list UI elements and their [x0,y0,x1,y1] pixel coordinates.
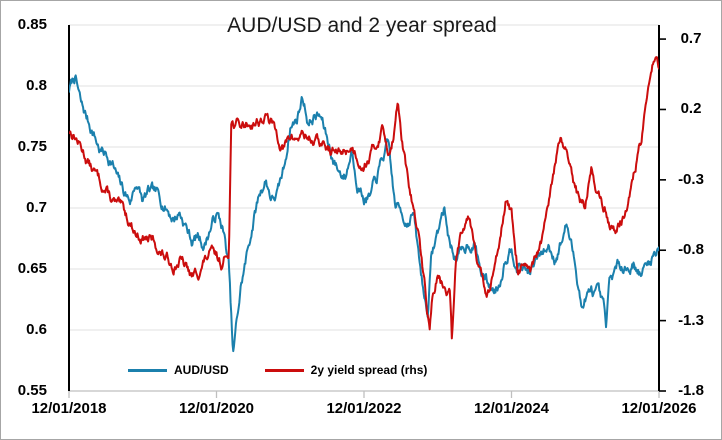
left-axis-tick-label: 0.55 [17,382,47,399]
audusd-line-series [69,74,659,353]
x-axis-tick-label: 12/01/2020 [178,400,255,417]
x-axis-tick-label: 12/01/2018 [31,400,107,417]
right-axis-tick-label: -0.3 [678,170,704,188]
legend-item-audusd: AUD/USD [128,363,229,377]
legend-item-spread: 2y yield spread (rhs) [264,363,428,377]
legend: AUD/USD 2y yield spread (rhs) [128,363,463,377]
left-axis-tick-label: 0.65 [17,260,47,277]
x-axis-tick-label: 12/01/2022 [326,400,402,417]
chart-title: AUD/USD and 2 year spread [227,14,497,37]
legend-swatch-spread [264,368,304,372]
legend-label-audusd: AUD/USD [174,363,229,377]
legend-swatch-audusd [128,368,167,372]
right-axis-tick-label: 0.2 [680,100,702,118]
left-axis-tick-label: 0.7 [26,199,47,216]
left-axis-tick-label: 0.75 [17,138,47,155]
left-axis-tick-label: 0.8 [26,77,47,94]
spread-line-series [69,56,659,340]
right-axis-tick-label: -1.3 [678,311,704,329]
left-axis-tick-label: 0.6 [26,321,47,338]
right-axis-tick-label: 0.7 [680,30,702,48]
x-axis-tick-label: 12/01/2024 [473,400,550,417]
right-axis-tick-label: -1.8 [678,382,704,399]
legend-label-spread: 2y yield spread (rhs) [310,363,428,377]
right-axis-tick-label: -0.8 [678,241,704,259]
left-axis-tick-label: 0.85 [17,16,47,33]
x-axis-tick-label: 12/01/2026 [621,400,697,417]
